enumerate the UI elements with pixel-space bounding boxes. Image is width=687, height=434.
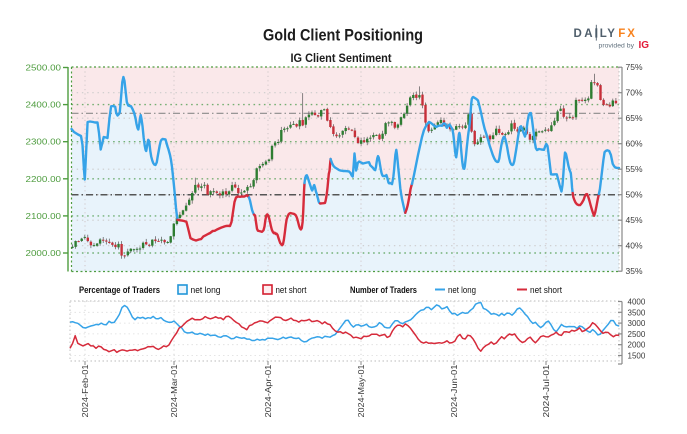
svg-text:IG Client Sentiment: IG Client Sentiment <box>291 53 392 65</box>
svg-text:IG: IG <box>639 40 650 51</box>
svg-text:40%: 40% <box>626 241 643 251</box>
svg-text:65%: 65% <box>626 113 643 123</box>
svg-text:2024-Mar-01: 2024-Mar-01 <box>169 364 179 417</box>
svg-text:2300.00: 2300.00 <box>26 137 62 147</box>
svg-text:50%: 50% <box>626 190 643 200</box>
svg-text:55%: 55% <box>626 164 643 174</box>
svg-text:3000: 3000 <box>628 319 646 328</box>
svg-text:Percentage of Traders: Percentage of Traders <box>79 285 160 295</box>
svg-text:2000: 2000 <box>628 341 646 350</box>
svg-text:X: X <box>627 28 635 40</box>
svg-text:net long: net long <box>191 285 221 295</box>
svg-text:Number of Traders: Number of Traders <box>350 285 417 295</box>
svg-text:2500: 2500 <box>628 330 646 339</box>
svg-text:provided by: provided by <box>599 43 635 50</box>
svg-text:1500: 1500 <box>628 352 646 361</box>
svg-text:45%: 45% <box>626 215 643 225</box>
svg-text:60%: 60% <box>626 139 643 149</box>
svg-text:net long: net long <box>448 285 476 295</box>
svg-text:2024-Jul-01: 2024-Jul-01 <box>541 364 551 417</box>
svg-text:75%: 75% <box>626 62 643 72</box>
svg-text:70%: 70% <box>626 88 643 98</box>
svg-text:35%: 35% <box>626 266 643 276</box>
svg-text:D: D <box>574 28 582 40</box>
svg-text:F: F <box>618 28 625 40</box>
svg-text:2024-Feb-01: 2024-Feb-01 <box>80 364 90 417</box>
svg-text:Gold Client Positioning: Gold Client Positioning <box>263 27 423 45</box>
svg-text:2024-May-01: 2024-May-01 <box>356 364 366 417</box>
svg-text:net short: net short <box>530 285 562 295</box>
svg-text:2100.00: 2100.00 <box>26 211 62 221</box>
svg-text:4000: 4000 <box>628 298 646 307</box>
svg-text:2500.00: 2500.00 <box>26 63 62 73</box>
svg-text:2024-Jun-01: 2024-Jun-01 <box>449 364 459 417</box>
svg-text:Y: Y <box>607 28 615 40</box>
svg-text:3500: 3500 <box>628 308 646 317</box>
svg-text:2024-Apr-01: 2024-Apr-01 <box>263 364 273 417</box>
svg-text:A: A <box>584 28 592 40</box>
svg-text:net short: net short <box>276 285 307 295</box>
svg-text:L: L <box>600 28 607 40</box>
svg-text:2000.00: 2000.00 <box>26 248 62 258</box>
svg-text:2200.00: 2200.00 <box>26 174 62 184</box>
svg-text:2400.00: 2400.00 <box>26 100 62 110</box>
